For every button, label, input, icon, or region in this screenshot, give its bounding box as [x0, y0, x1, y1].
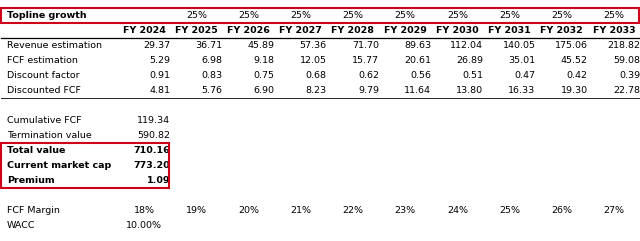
Text: 9.79: 9.79 [358, 86, 379, 95]
Text: 0.62: 0.62 [358, 71, 379, 80]
Text: 25%: 25% [342, 11, 364, 20]
Text: 19%: 19% [186, 206, 207, 215]
Text: 9.18: 9.18 [253, 56, 275, 65]
Text: 175.06: 175.06 [555, 41, 588, 50]
Text: FY 2027: FY 2027 [279, 26, 322, 35]
Text: Discount factor: Discount factor [7, 71, 79, 80]
Text: Premium: Premium [7, 176, 54, 185]
Text: 11.64: 11.64 [404, 86, 431, 95]
Text: FY 2024: FY 2024 [123, 26, 166, 35]
Text: 45.52: 45.52 [561, 56, 588, 65]
Text: FCF estimation: FCF estimation [7, 56, 78, 65]
Text: Revenue estimation: Revenue estimation [7, 41, 102, 50]
Text: 140.05: 140.05 [502, 41, 536, 50]
Text: 6.90: 6.90 [253, 86, 275, 95]
Text: 57.36: 57.36 [300, 41, 327, 50]
Text: 13.80: 13.80 [456, 86, 483, 95]
Text: 25%: 25% [499, 11, 520, 20]
Text: WACC: WACC [7, 221, 35, 230]
Text: 26%: 26% [551, 206, 572, 215]
Text: 16.33: 16.33 [508, 86, 536, 95]
Text: 4.81: 4.81 [149, 86, 170, 95]
Text: 0.47: 0.47 [515, 71, 536, 80]
Bar [1, 8, 639, 23]
Text: FY 2030: FY 2030 [436, 26, 479, 35]
Text: 15.77: 15.77 [352, 56, 379, 65]
Text: 25%: 25% [290, 11, 311, 20]
Text: 25%: 25% [604, 11, 625, 20]
Text: FY 2029: FY 2029 [383, 26, 426, 35]
Text: 20.61: 20.61 [404, 56, 431, 65]
Text: 24%: 24% [447, 206, 468, 215]
Text: 0.91: 0.91 [149, 71, 170, 80]
Text: FY 2026: FY 2026 [227, 26, 270, 35]
Text: 71.70: 71.70 [352, 41, 379, 50]
Text: 22.78: 22.78 [613, 86, 640, 95]
Text: 25%: 25% [238, 11, 259, 20]
Text: 0.39: 0.39 [619, 71, 640, 80]
Text: 18%: 18% [134, 206, 155, 215]
Text: Termination value: Termination value [7, 131, 92, 140]
Text: 6.98: 6.98 [202, 56, 223, 65]
Text: 12.05: 12.05 [300, 56, 327, 65]
Text: 23%: 23% [394, 206, 415, 215]
Text: 25%: 25% [499, 206, 520, 215]
Text: 25%: 25% [551, 11, 572, 20]
Text: 26.89: 26.89 [456, 56, 483, 65]
Text: 45.89: 45.89 [248, 41, 275, 50]
Text: 710.16: 710.16 [134, 146, 170, 155]
Text: 0.83: 0.83 [201, 71, 223, 80]
Text: 20%: 20% [238, 206, 259, 215]
Text: FY 2033: FY 2033 [593, 26, 636, 35]
Text: FY 2025: FY 2025 [175, 26, 218, 35]
Text: Topline growth: Topline growth [7, 11, 86, 20]
Text: 0.51: 0.51 [463, 71, 483, 80]
Text: Current market cap: Current market cap [7, 161, 111, 170]
Text: 36.71: 36.71 [195, 41, 223, 50]
Text: 112.04: 112.04 [451, 41, 483, 50]
Text: 35.01: 35.01 [508, 56, 536, 65]
Text: 59.08: 59.08 [613, 56, 640, 65]
Text: 19.30: 19.30 [561, 86, 588, 95]
Text: 0.68: 0.68 [306, 71, 327, 80]
Text: 22%: 22% [342, 206, 364, 215]
Text: FY 2032: FY 2032 [540, 26, 583, 35]
Text: 773.20: 773.20 [134, 161, 170, 170]
Text: 89.63: 89.63 [404, 41, 431, 50]
Text: 10.00%: 10.00% [126, 221, 162, 230]
Text: 5.76: 5.76 [202, 86, 223, 95]
Text: FY 2031: FY 2031 [488, 26, 531, 35]
Bar [1, 143, 169, 188]
Text: 25%: 25% [186, 11, 207, 20]
Text: 119.34: 119.34 [137, 116, 170, 125]
Text: Discounted FCF: Discounted FCF [7, 86, 81, 95]
Text: 0.75: 0.75 [253, 71, 275, 80]
Text: FY 2028: FY 2028 [332, 26, 374, 35]
Text: 218.82: 218.82 [607, 41, 640, 50]
Text: 29.37: 29.37 [143, 41, 170, 50]
Text: 1.09: 1.09 [147, 176, 170, 185]
Text: 21%: 21% [290, 206, 311, 215]
Text: Cumulative FCF: Cumulative FCF [7, 116, 82, 125]
Text: 590.82: 590.82 [137, 131, 170, 140]
Text: 8.23: 8.23 [306, 86, 327, 95]
Text: 27%: 27% [604, 206, 625, 215]
Text: FCF Margin: FCF Margin [7, 206, 60, 215]
Text: 5.29: 5.29 [149, 56, 170, 65]
Text: 0.42: 0.42 [567, 71, 588, 80]
Text: 25%: 25% [447, 11, 468, 20]
Text: 25%: 25% [395, 11, 415, 20]
Text: 0.56: 0.56 [410, 71, 431, 80]
Text: Total value: Total value [7, 146, 65, 155]
